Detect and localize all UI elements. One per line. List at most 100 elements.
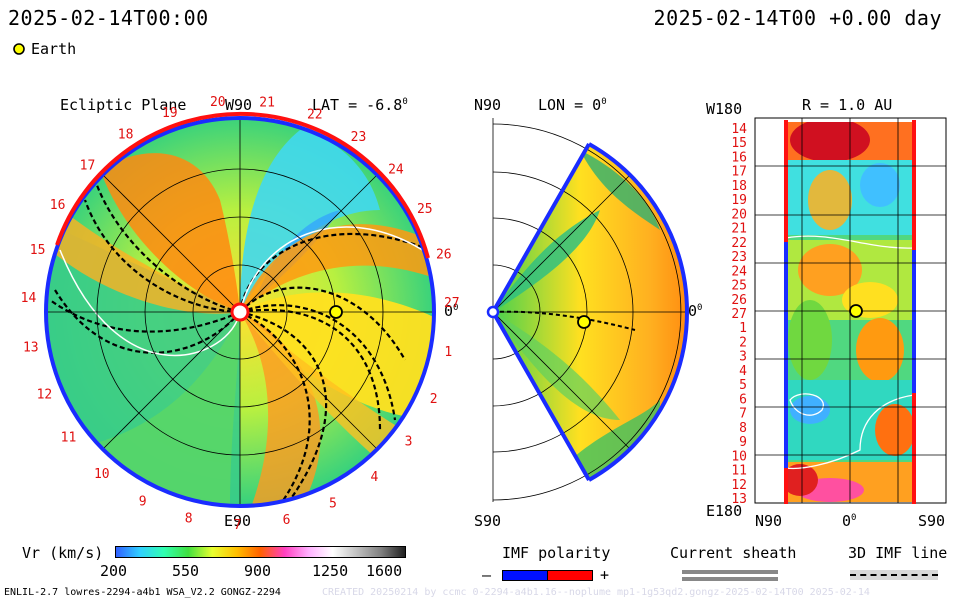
radial-y-label: 13 — [731, 492, 747, 507]
colorbar-tick-1: 550 — [172, 562, 200, 580]
radial-title: R = 1.0 AU — [802, 96, 893, 114]
radial-x-label-s: S90 — [918, 512, 946, 530]
carrington-label: 18 — [118, 128, 134, 143]
meridional-right-label: 00 — [688, 302, 703, 320]
imf-line-label: 3D IMF line — [848, 544, 948, 562]
ecliptic-top-label: W90 — [225, 96, 253, 114]
left-timestamp: 2025-02-14T00:00 — [8, 6, 209, 30]
earth-marker-icon — [13, 43, 25, 55]
ecliptic-lat-label: LAT = -6.80 — [312, 96, 408, 114]
carrington-label: 17 — [80, 159, 96, 174]
imf-polarity-minus: – — [482, 566, 492, 584]
radial-y-label: 22 — [731, 236, 747, 251]
carrington-label: 2 — [430, 392, 438, 407]
radial-y-label: 4 — [739, 364, 747, 379]
radial-y-label: 20 — [731, 207, 747, 222]
meridional-top-label: N90 — [474, 96, 502, 114]
carrington-label: 23 — [351, 130, 367, 145]
radial-y-label: 26 — [731, 293, 747, 308]
earth-marker-radial — [849, 304, 863, 318]
radial-y-label: 5 — [739, 378, 747, 393]
carrington-label: 26 — [436, 248, 452, 263]
carrington-label: 16 — [50, 198, 66, 213]
radial-top-left-label: W180 — [706, 100, 743, 118]
radial-x-label-0: 00 — [842, 512, 857, 530]
radial-bottom-left-label: E180 — [706, 502, 743, 520]
radial-y-label: 8 — [739, 421, 747, 436]
carrington-label: 4 — [370, 470, 378, 485]
velocity-colorbar — [115, 546, 406, 558]
radial-y-label: 21 — [731, 222, 747, 237]
current-sheath-label: Current sheath — [670, 544, 797, 562]
ecliptic-title: Ecliptic Plane — [60, 96, 187, 114]
carrington-label: 21 — [259, 96, 275, 111]
watermark: CREATED 20250214 by ccmc 0-2294-a4b1.16-… — [322, 587, 870, 598]
radial-y-label: 3 — [739, 350, 747, 365]
earth-marker-ecliptic — [329, 305, 343, 319]
colorbar-tick-0: 200 — [100, 562, 128, 580]
carrington-label: 25 — [417, 202, 433, 217]
radial-y-label: 14 — [731, 122, 747, 137]
carrington-label: 15 — [30, 243, 46, 258]
radial-y-label: 7 — [739, 407, 747, 422]
earth-legend: Earth — [12, 40, 76, 58]
carrington-label: 24 — [388, 162, 404, 177]
earth-marker-meridional — [577, 315, 591, 329]
colorbar-label: Vr (km/s) — [22, 544, 104, 562]
radial-y-label: 12 — [731, 478, 747, 493]
imf-line-swatch — [850, 570, 938, 580]
radial-y-label: 10 — [731, 449, 747, 464]
carrington-label: 7 — [234, 518, 242, 533]
carrington-label: 6 — [283, 513, 291, 528]
carrington-label: 9 — [139, 494, 147, 509]
carrington-label: 20 — [210, 95, 226, 110]
right-timestamp: 2025-02-14T00 +0.00 day — [653, 6, 942, 30]
radial-y-label: 1 — [739, 321, 747, 336]
radial-y-label: 19 — [731, 193, 747, 208]
carrington-label: 27 — [444, 296, 460, 311]
colorbar-tick-4: 1600 — [366, 562, 403, 580]
sun-marker — [230, 302, 250, 322]
imf-polarity-plus: + — [600, 566, 610, 584]
radial-y-label: 2 — [739, 336, 747, 351]
radial-y-labels: 1415161718192021222324252627123456789101… — [731, 122, 747, 507]
radial-y-label: 6 — [739, 392, 747, 407]
ecliptic-boundary — [44, 116, 436, 508]
radial-y-label: 9 — [739, 435, 747, 450]
ecliptic-right-label: 00 — [444, 302, 459, 320]
carrington-label: 1 — [444, 345, 452, 360]
model-info: ENLIL-2.7 lowres-2294-a4b1 WSA_V2.2 GONG… — [4, 587, 281, 598]
carrington-label: 14 — [21, 291, 37, 306]
radial-y-label: 24 — [731, 264, 747, 279]
carrington-label: 3 — [405, 435, 413, 450]
earth-legend-label: Earth — [31, 40, 77, 58]
carrington-label: 12 — [37, 388, 53, 403]
radial-y-label: 25 — [731, 279, 747, 294]
radial-y-label: 16 — [731, 151, 747, 166]
imf-polarity-negative-swatch — [502, 570, 548, 581]
carrington-label: 19 — [162, 106, 178, 121]
radial-x-label-n: N90 — [755, 512, 783, 530]
carrington-label: 5 — [329, 497, 337, 512]
colorbar-tick-2: 900 — [244, 562, 272, 580]
carrington-labels: 20 21222324252627123456789101112131415161… — [21, 95, 460, 533]
carrington-label: 8 — [185, 512, 193, 527]
radial-y-label: 15 — [731, 136, 747, 151]
ecliptic-bottom-label: E90 — [224, 512, 252, 530]
radial-y-label: 27 — [731, 307, 747, 322]
imf-polarity-positive-swatch — [547, 570, 593, 581]
radial-y-label: 18 — [731, 179, 747, 194]
radial-y-label: 17 — [731, 165, 747, 180]
current-sheath-line-1 — [682, 570, 778, 574]
meridional-lon-label: LON = 00 — [538, 96, 607, 114]
carrington-label: 13 — [23, 340, 39, 355]
radial-y-label: 23 — [731, 250, 747, 265]
carrington-label: 22 — [307, 108, 323, 123]
carrington-label: 11 — [61, 431, 77, 446]
colorbar-tick-3: 1250 — [312, 562, 349, 580]
imf-polarity-label: IMF polarity — [502, 544, 611, 562]
current-sheath-line-2 — [682, 577, 778, 581]
